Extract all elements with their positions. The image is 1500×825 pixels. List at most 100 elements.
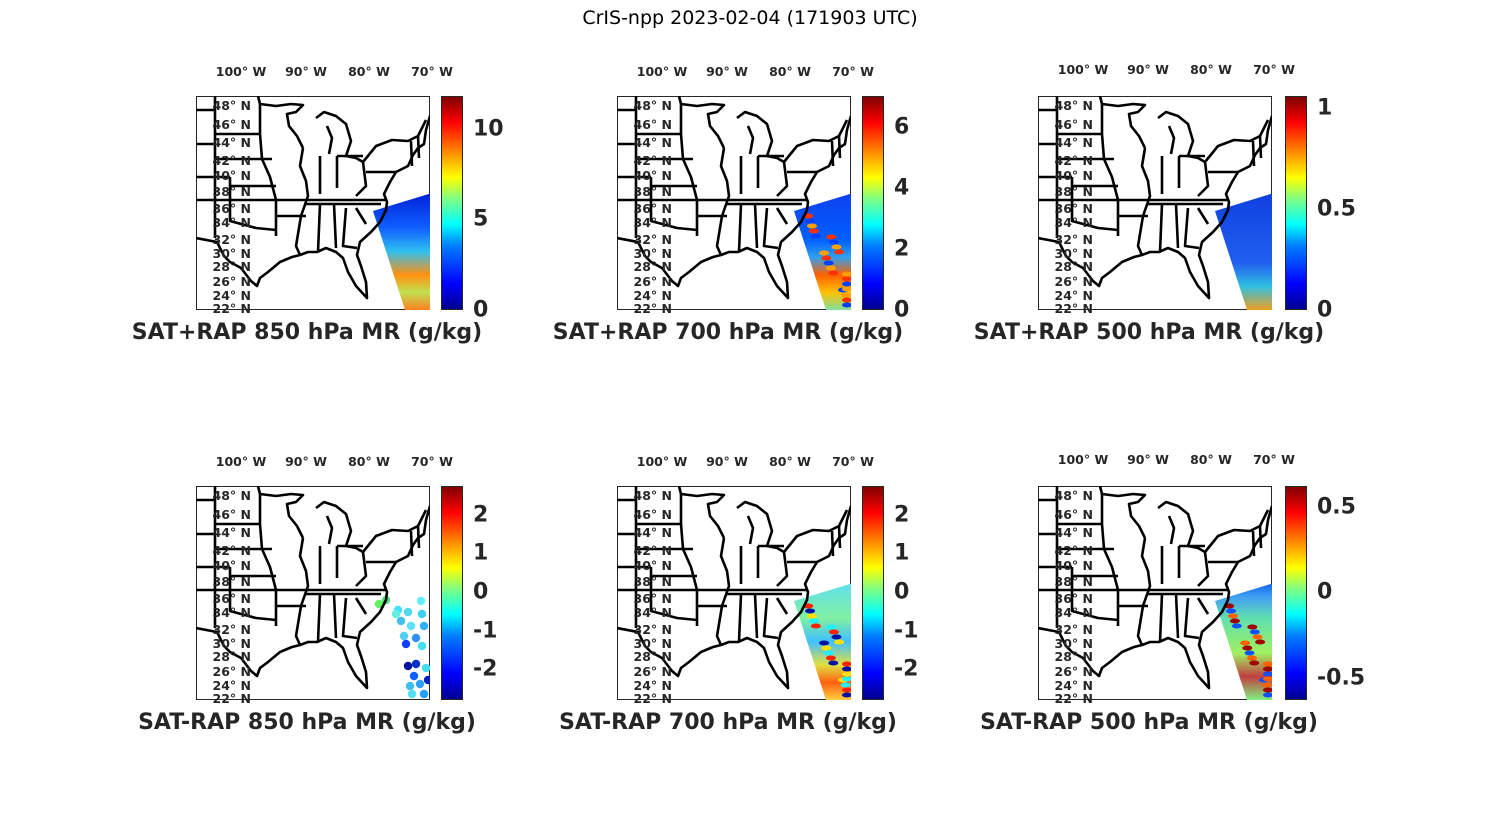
data-point bbox=[391, 609, 401, 619]
map-axes bbox=[196, 96, 430, 310]
data-point bbox=[411, 633, 421, 643]
data-point bbox=[416, 596, 426, 606]
longitude-label: 100° W bbox=[1057, 452, 1109, 467]
colorbar-tick-label: 0 bbox=[1317, 297, 1333, 323]
latitude-label: 28° N bbox=[633, 259, 672, 274]
latitude-label: 48° N bbox=[633, 488, 672, 503]
data-patch bbox=[842, 281, 851, 287]
data-patch bbox=[1263, 661, 1272, 667]
latitude-label: 42° N bbox=[1054, 543, 1093, 558]
map-axes bbox=[1038, 486, 1272, 700]
data-patch bbox=[842, 276, 851, 282]
latitude-label: 36° N bbox=[212, 591, 251, 606]
data-patch bbox=[821, 645, 832, 651]
data-point bbox=[403, 661, 413, 671]
colorbar-tick-label: 6 bbox=[894, 114, 910, 140]
colorbar-tick-label: 2 bbox=[894, 502, 910, 528]
latitude-label: 30° N bbox=[633, 636, 672, 651]
data-point bbox=[423, 675, 430, 685]
latitude-label: 46° N bbox=[633, 117, 672, 132]
data-point bbox=[405, 681, 415, 691]
data-patch bbox=[826, 624, 837, 630]
data-patch bbox=[831, 244, 842, 250]
latitude-label: 28° N bbox=[212, 259, 251, 274]
data-point bbox=[409, 671, 419, 681]
colorbar-tick-label: -2 bbox=[473, 656, 498, 682]
longitude-label: 100° W bbox=[1057, 62, 1109, 77]
latitude-label: 44° N bbox=[633, 525, 672, 540]
data-patch bbox=[808, 618, 819, 624]
data-patch bbox=[828, 660, 839, 666]
data-patch bbox=[842, 302, 851, 308]
latitude-label: 24° N bbox=[1054, 288, 1093, 303]
data-patch bbox=[1263, 692, 1272, 698]
data-point bbox=[374, 599, 384, 609]
colorbar-tick-label: 5 bbox=[473, 206, 489, 232]
latitude-label: 48° N bbox=[1054, 488, 1093, 503]
latitude-label: 34° N bbox=[212, 215, 251, 230]
longitude-label: 90° W bbox=[285, 454, 327, 469]
latitude-label: 40° N bbox=[212, 168, 251, 183]
colorbar-tick-label: -1 bbox=[473, 618, 498, 644]
data-patch bbox=[840, 292, 851, 298]
colorbar bbox=[441, 96, 463, 310]
latitude-label: 36° N bbox=[633, 201, 672, 216]
latitude-label: 22° N bbox=[212, 301, 251, 316]
longitude-label: 80° W bbox=[769, 454, 811, 469]
latitude-label: 30° N bbox=[212, 246, 251, 261]
longitude-label: 90° W bbox=[706, 64, 748, 79]
data-patch bbox=[1263, 676, 1272, 682]
data-patch bbox=[831, 634, 842, 640]
data-point bbox=[401, 639, 411, 649]
latitude-label: 48° N bbox=[1054, 98, 1093, 113]
data-point bbox=[417, 641, 427, 651]
latitude-label: 38° N bbox=[1054, 184, 1093, 199]
latitude-label: 36° N bbox=[1054, 201, 1093, 216]
colorbar-tick-label: 0 bbox=[473, 297, 489, 323]
satellite-swath bbox=[1215, 193, 1272, 310]
latitude-label: 46° N bbox=[1054, 507, 1093, 522]
latitude-label: 28° N bbox=[1054, 259, 1093, 274]
latitude-label: 26° N bbox=[633, 274, 672, 289]
latitude-label: 48° N bbox=[633, 98, 672, 113]
longitude-label: 90° W bbox=[706, 454, 748, 469]
data-patch bbox=[808, 228, 819, 234]
longitude-label: 70° W bbox=[411, 454, 453, 469]
data-patch bbox=[1229, 618, 1240, 624]
colorbar-tick-label: 10 bbox=[473, 116, 504, 142]
latitude-label: 44° N bbox=[633, 135, 672, 150]
data-patch bbox=[834, 249, 845, 255]
map-axes bbox=[196, 486, 430, 700]
map-axes bbox=[617, 96, 851, 310]
map-axes bbox=[617, 486, 851, 700]
latitude-label: 36° N bbox=[633, 591, 672, 606]
data-patch bbox=[823, 260, 834, 266]
longitude-label: 100° W bbox=[215, 64, 267, 79]
figure-title: CrIS-npp 2023-02-04 (171903 UTC) bbox=[582, 7, 918, 29]
latitude-label: 32° N bbox=[633, 622, 672, 637]
latitude-label: 28° N bbox=[1054, 649, 1093, 664]
latitude-label: 38° N bbox=[633, 574, 672, 589]
data-patch bbox=[842, 671, 851, 677]
latitude-label: 24° N bbox=[1054, 678, 1093, 693]
latitude-label: 38° N bbox=[1054, 574, 1093, 589]
data-patch bbox=[1247, 624, 1258, 630]
data-patch bbox=[842, 271, 851, 277]
data-patch bbox=[823, 650, 834, 656]
longitude-label: 80° W bbox=[1190, 62, 1232, 77]
latitude-label: 34° N bbox=[212, 605, 251, 620]
data-patch bbox=[1226, 608, 1237, 614]
data-patch bbox=[842, 692, 851, 698]
latitude-label: 34° N bbox=[633, 215, 672, 230]
map-panel: 100° W 90° W 80° W 70° W 48° N 46° N 44° N 42° … bbox=[980, 452, 1365, 766]
latitude-label: 48° N bbox=[212, 98, 251, 113]
data-patch bbox=[1249, 629, 1260, 635]
latitude-label: 44° N bbox=[1054, 525, 1093, 540]
data-patch bbox=[805, 608, 816, 614]
data-patch bbox=[1263, 671, 1272, 677]
data-patch bbox=[821, 255, 832, 261]
data-patch bbox=[842, 286, 851, 292]
data-patch bbox=[1240, 640, 1251, 646]
latitude-label: 32° N bbox=[633, 232, 672, 247]
panel-title: SAT+RAP 850 hPa MR (g/kg) bbox=[131, 320, 483, 345]
